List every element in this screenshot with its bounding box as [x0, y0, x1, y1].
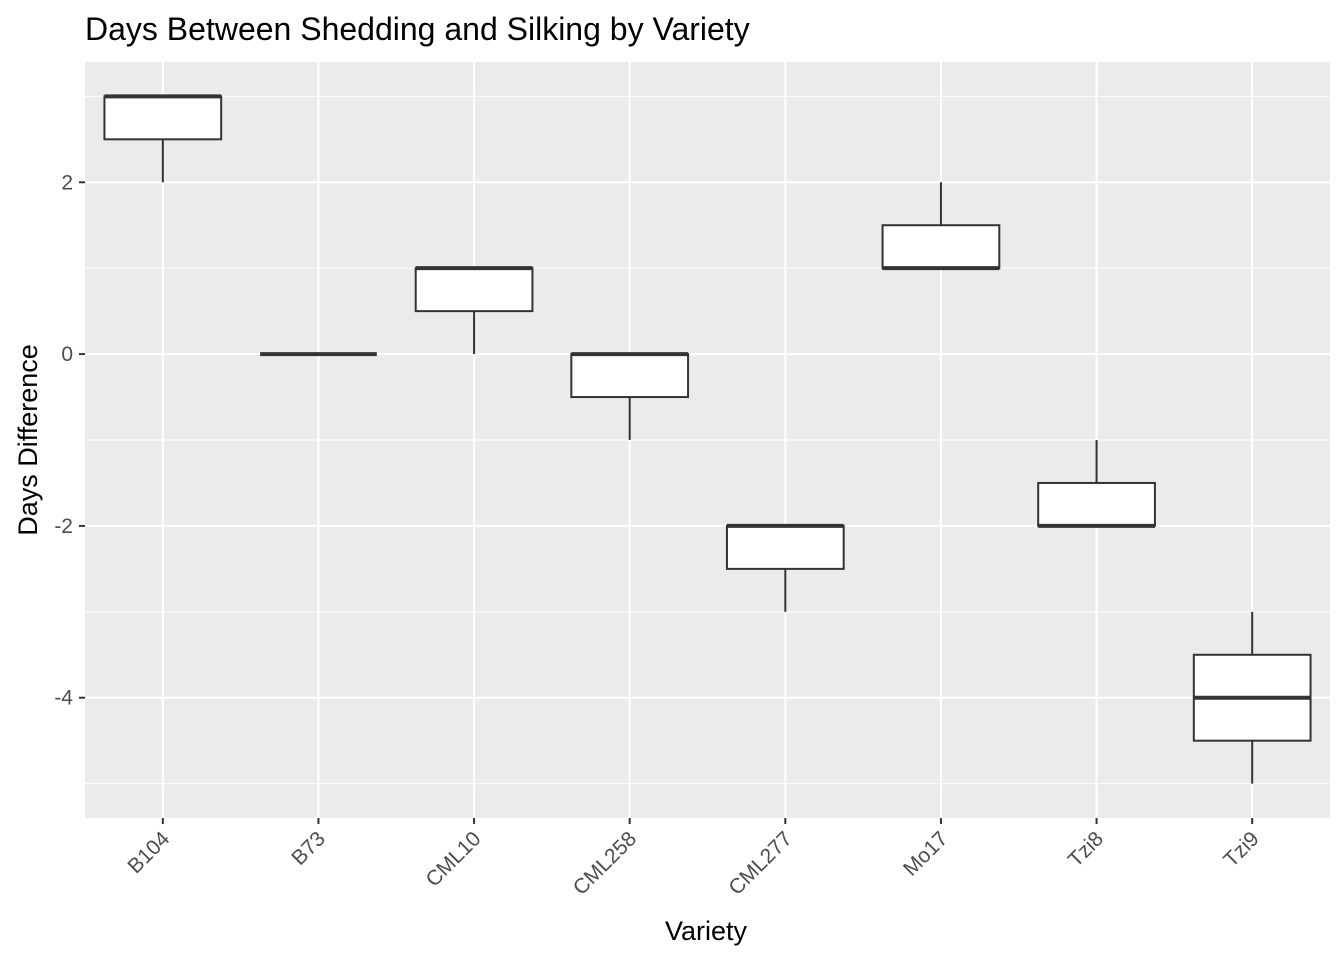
box-mo17: [881, 182, 1001, 271]
box-body: [881, 224, 1001, 270]
x-tick-label: B104: [123, 827, 174, 878]
x-axis-title: Variety: [665, 916, 748, 946]
box-body: [1037, 481, 1156, 527]
x-tick-label: CML10: [421, 827, 485, 891]
x-tick-label: B73: [287, 827, 330, 870]
box-b104: [103, 94, 223, 183]
y-tick-label: 0: [61, 343, 73, 366]
box-tzi9: [1192, 611, 1312, 784]
box-cml258: [570, 352, 690, 440]
x-tick-label: Mo17: [899, 827, 952, 880]
x-tick-label: Tzi9: [1219, 827, 1263, 871]
box-body: [725, 524, 845, 570]
box-series: [103, 94, 1312, 784]
x-tick-label: Tzi8: [1064, 827, 1108, 871]
box-body: [414, 267, 534, 313]
box-cml10: [414, 266, 534, 355]
box-cml277: [725, 523, 845, 612]
y-axis-title: Days Difference: [13, 344, 43, 536]
minor-gridlines: [85, 95, 1330, 785]
y-tick-label: -4: [54, 687, 73, 710]
y-axis: -4 -2 0 2: [54, 171, 85, 710]
box-body: [103, 95, 223, 141]
y-tick-label: 2: [61, 171, 73, 194]
chart-title: Days Between Shedding and Silking by Var…: [85, 11, 750, 47]
box-tzi8: [1037, 440, 1156, 528]
x-tick-label: CML258: [569, 827, 641, 899]
x-axis: B104 B73 CML10 CML258 CML277 Mo17 Tzi8 Tzi9: [123, 818, 1264, 900]
box-body: [570, 353, 690, 399]
x-tick-label: CML277: [724, 827, 796, 899]
y-tick-label: -2: [54, 515, 73, 538]
